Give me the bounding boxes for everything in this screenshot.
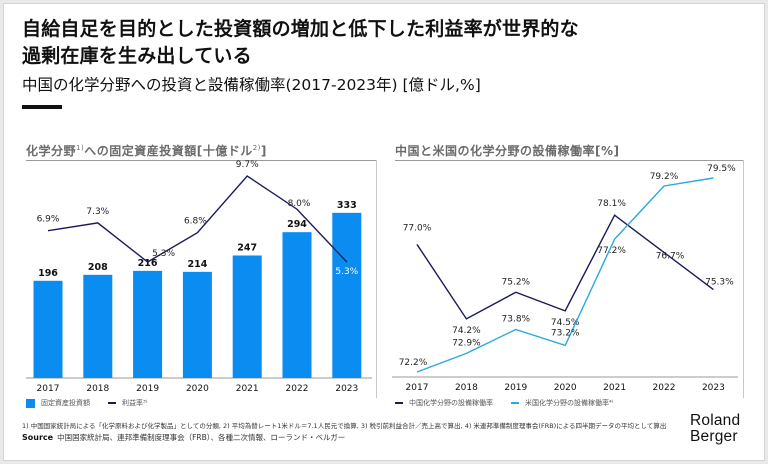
bar-investment	[33, 280, 63, 378]
profit-rate-label: 5.3%	[335, 267, 358, 277]
title-line-2: 過剰在庫を生み出している	[22, 45, 252, 67]
bar-investment	[133, 270, 163, 378]
us-data-label: 79.2%	[650, 172, 679, 182]
bar-value-label: 214	[187, 259, 207, 270]
profit-rate-label: 8.0%	[288, 199, 311, 209]
us-utilization-line	[416, 177, 714, 373]
china-utilization-line	[416, 214, 714, 320]
x-tick-label: 2018	[86, 384, 109, 394]
us-data-label: 72.9%	[452, 338, 481, 348]
legend-label: 中国化学分野の設備稼働率	[409, 399, 493, 407]
legend-label: 米国化学分野の設備稼働率⁴⁾	[525, 399, 614, 407]
bar-value-label: 216	[138, 258, 158, 269]
right-title-rule	[395, 160, 743, 161]
left-chart-title: 化学分野1)への固定資産投資額[十億ドル2)]	[26, 142, 267, 159]
profit-rate-label: 9.7%	[236, 160, 259, 170]
profit-rate-label: 7.3%	[86, 207, 109, 217]
x-tick-label: 2020	[186, 384, 209, 394]
logo-line-2: Berger	[690, 428, 738, 445]
china-data-label: 74.2%	[452, 326, 481, 336]
roland-berger-logo: Roland Berger	[690, 413, 740, 445]
left-title-footnote-2: 2)	[252, 144, 261, 152]
bar-value-label: 247	[237, 242, 257, 253]
slide-subtitle: 中国の化学分野への投資と設備稼働率(2017-2023年) [億ドル,%]	[22, 76, 481, 94]
x-tick-label: 2019	[136, 384, 159, 394]
left-title-main: 化学分野	[26, 144, 77, 158]
left-legend: 固定資産投資額 利益率³⁾	[26, 398, 166, 408]
source-label: Source	[22, 433, 54, 442]
left-title-rest: への固定資産投資額[十億ドル	[84, 144, 253, 158]
bar-investment	[282, 232, 312, 378]
left-panel-border	[376, 160, 377, 398]
legend-swatch-line	[395, 402, 403, 404]
x-tick-label: 2020	[554, 383, 577, 393]
profit-rate-label: 5.3%	[152, 249, 175, 259]
us-data-label: 73.2%	[551, 328, 580, 338]
left-title-rule	[26, 160, 376, 161]
x-tick-label: 2019	[504, 383, 527, 393]
title-accent-rule	[22, 105, 62, 109]
x-tick-label: 2017	[37, 384, 60, 394]
right-chart-title: 中国と米国の化学分野の設備稼働率[%]	[395, 144, 620, 158]
bar-investment	[332, 212, 362, 378]
source-line: Source 中国国家統計局、連邦準備制度理事会（FRB）、各種二次情報、ローラン…	[22, 432, 345, 443]
x-tick-label: 2021	[236, 384, 259, 394]
x-tick-label: 2021	[603, 383, 626, 393]
legend-item-investment: 固定資産投資額	[26, 398, 90, 408]
bar-value-label: 208	[88, 262, 108, 273]
x-tick-label: 2022	[286, 384, 309, 394]
slide-title: 自給自足を目的とした投資額の増加と低下した利益率が世界的な 過剰在庫を生み出して…	[22, 16, 579, 70]
legend-swatch-line	[511, 402, 519, 404]
china-data-label: 78.1%	[597, 199, 626, 209]
legend-label: 利益率³⁾	[122, 399, 148, 407]
china-data-label: 75.3%	[705, 278, 734, 288]
legend-label: 固定資産投資額	[41, 399, 90, 407]
profit-rate-label: 6.9%	[37, 215, 60, 225]
us-data-label: 72.2%	[399, 358, 428, 368]
footnotes: 1) 中国国家統計局による「化学原料および化学製品」としての分類, 2) 平均為…	[22, 422, 667, 430]
left-chart: 196 2017 208 2018 216 2019 214 2020 247 2021 294 20…	[26, 160, 372, 394]
china-data-label: 75.2%	[502, 277, 531, 287]
bar-investment	[83, 274, 113, 378]
x-tick-label: 2022	[653, 383, 676, 393]
legend-item-china: 中国化学分野の設備稼働率	[395, 398, 493, 408]
bar-value-label: 333	[337, 200, 357, 211]
legend-item-us: 米国化学分野の設備稼働率⁴⁾	[511, 398, 614, 408]
right-legend: 中国化学分野の設備稼働率 米国化学分野の設備稼働率⁴⁾	[395, 398, 632, 408]
profit-rate-label: 6.8%	[184, 217, 207, 227]
bar-investment	[182, 271, 212, 378]
source-text: 中国国家統計局、連邦準備制度理事会（FRB）、各種二次情報、ローランド・ベルガー	[57, 433, 346, 442]
logo-line-1: Roland	[690, 412, 741, 429]
us-data-label: 79.5%	[707, 164, 736, 174]
left-title-close: ]	[260, 144, 267, 158]
right-chart: 2017 2018 2019 2020 2021 2022 2023 77.0% 74.2% 75…	[392, 164, 738, 393]
x-tick-label: 2023	[335, 384, 358, 394]
legend-swatch-line	[108, 402, 116, 404]
x-tick-label: 2018	[455, 383, 478, 393]
china-data-label: 76.7%	[656, 251, 685, 261]
us-data-label: 73.8%	[502, 314, 531, 324]
x-tick-label: 2017	[406, 383, 429, 393]
us-data-label: 77.2%	[597, 246, 626, 256]
right-panel-border	[743, 160, 744, 398]
china-data-label: 77.0%	[403, 223, 432, 233]
title-line-1: 自給自足を目的とした投資額の増加と低下した利益率が世界的な	[22, 18, 579, 40]
legend-item-profit-rate: 利益率³⁾	[108, 398, 148, 408]
bar-investment	[232, 255, 262, 378]
x-tick-label: 2023	[702, 383, 725, 393]
bar-value-label: 294	[287, 219, 307, 230]
bar-value-label: 196	[38, 268, 58, 279]
legend-swatch-bar	[26, 398, 35, 408]
left-title-footnote-1: 1)	[76, 144, 85, 152]
china-data-label: 74.5%	[551, 318, 580, 328]
